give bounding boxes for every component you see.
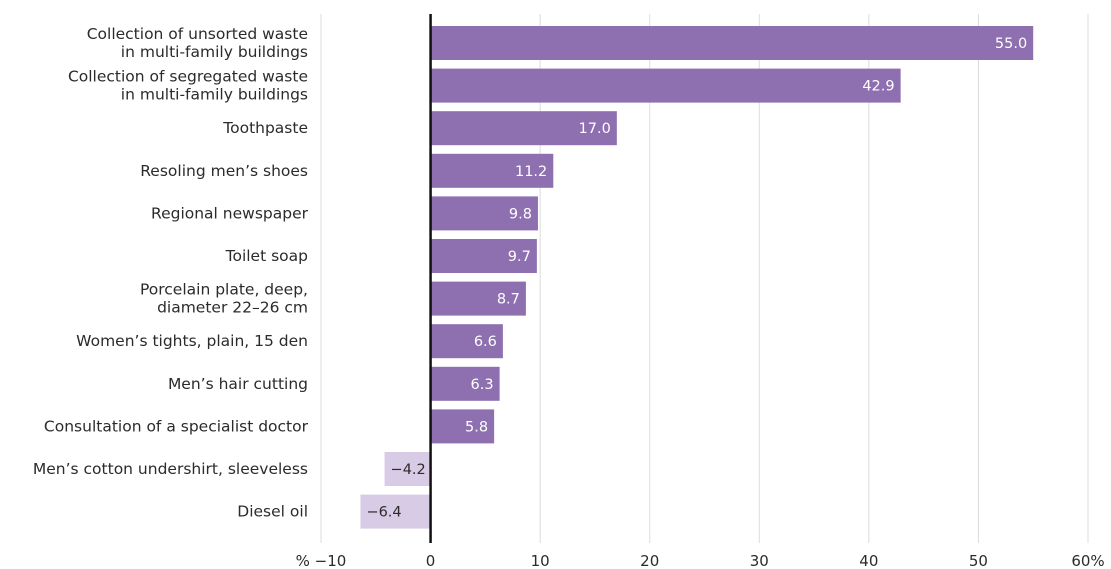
data-label: −6.4 — [366, 505, 401, 521]
bar — [384, 452, 431, 486]
bar — [430, 239, 537, 273]
category-label: Toilet soap — [225, 247, 308, 265]
bar — [430, 68, 901, 103]
data-label: 17.0 — [579, 121, 611, 137]
category-label: Consultation of a specialist doctor — [44, 417, 309, 435]
bar — [360, 494, 431, 529]
bar — [430, 366, 500, 401]
category-label: Regional newspaper — [151, 204, 309, 222]
x-tick-label: 10 — [531, 552, 550, 569]
bar — [430, 324, 503, 359]
data-label: 5.8 — [465, 419, 488, 435]
category-label: Men’s hair cutting — [168, 375, 308, 393]
data-label: 42.9 — [862, 79, 894, 95]
x-tick-label: 60% — [1071, 552, 1104, 569]
data-label: 9.7 — [508, 249, 531, 265]
bar — [430, 26, 1034, 60]
category-label: Men’s cotton undershirt, sleeveless — [33, 460, 308, 478]
category-label: Women’s tights, plain, 15 den — [76, 332, 308, 350]
category-label: Porcelain plate, deep, diameter 22–26 cm — [140, 281, 308, 317]
bar — [430, 153, 554, 188]
data-label: 6.6 — [474, 334, 497, 350]
data-label: 55.0 — [995, 36, 1027, 52]
x-tick-label: % −10 — [296, 552, 347, 569]
bar — [430, 281, 526, 316]
data-label: 6.3 — [471, 377, 494, 393]
category-label: Collection of unsorted waste in multi-fam… — [87, 25, 308, 61]
category-label: Resoling men’s shoes — [140, 162, 308, 180]
data-label: 8.7 — [497, 292, 520, 308]
data-label: 9.8 — [509, 206, 532, 222]
labels: % −10 0 10 20 30 40 50 60% 55.0 Collection of uns… — [33, 25, 1105, 569]
bar — [430, 409, 495, 444]
category-label: Collection of segregated waste in multi-f… — [68, 68, 308, 104]
data-label: −4.2 — [391, 462, 426, 478]
x-tick-label: 40 — [859, 552, 878, 569]
x-tick-label: 0 — [426, 552, 436, 569]
x-tick-label: 30 — [750, 552, 769, 569]
data-label: 11.2 — [515, 164, 547, 180]
x-tick-label: 20 — [640, 552, 659, 569]
category-label: Toothpaste — [222, 119, 308, 137]
category-label: Diesel oil — [237, 503, 308, 521]
bar — [430, 111, 617, 146]
x-tick-label: 50 — [969, 552, 988, 569]
bars — [360, 26, 1034, 529]
bar — [430, 196, 538, 231]
